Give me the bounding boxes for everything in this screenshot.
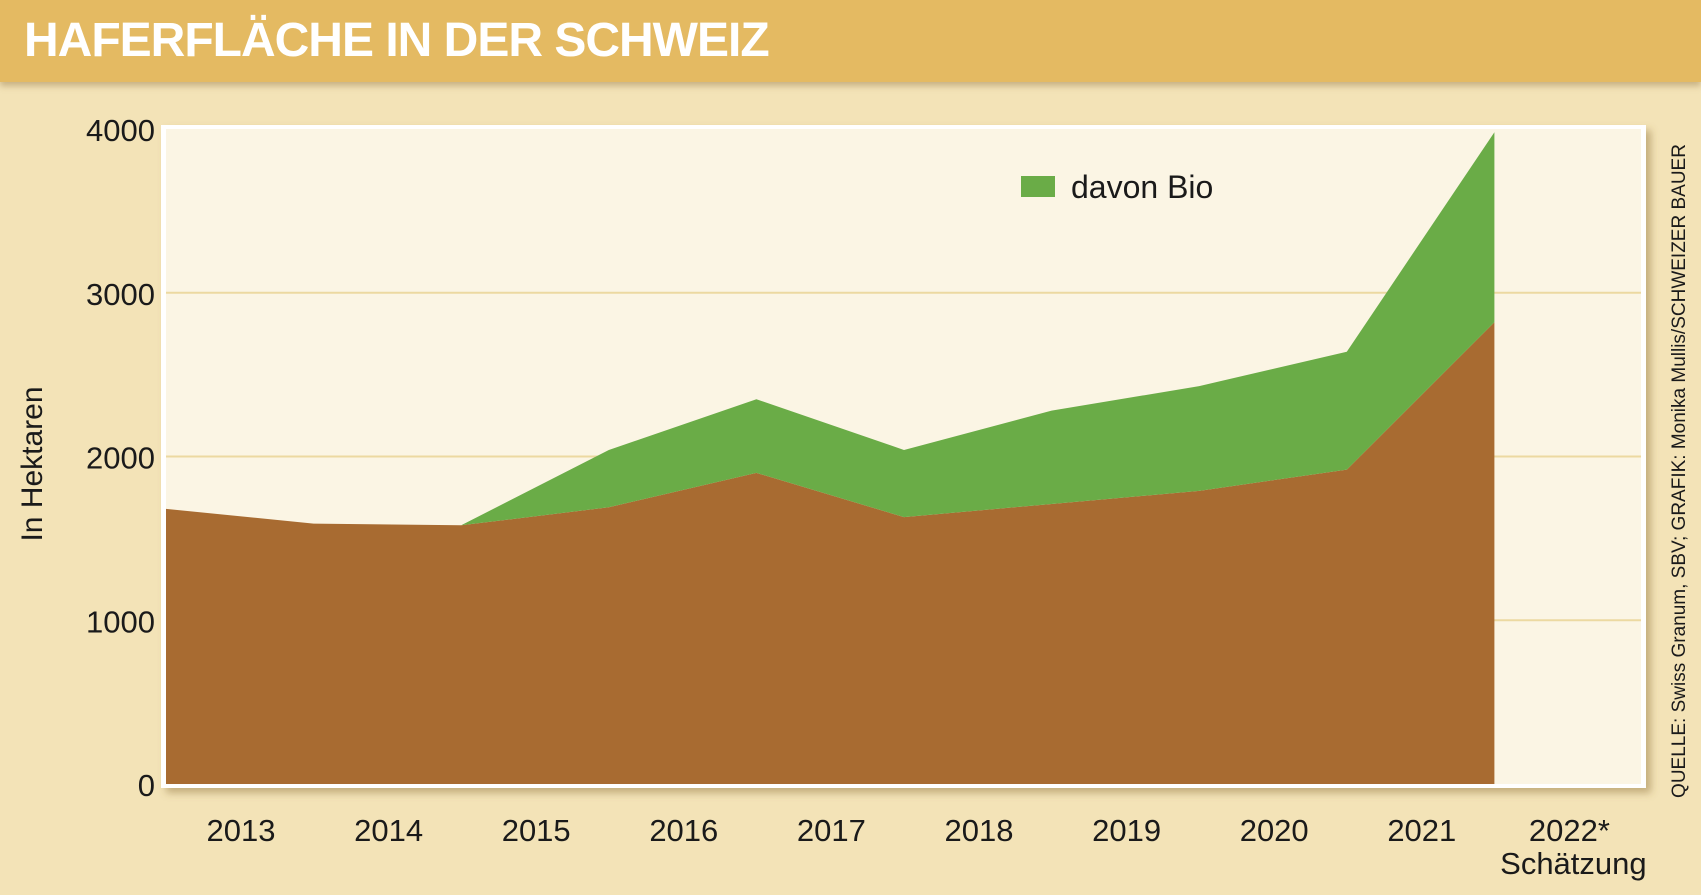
y-tick-label: 4000	[86, 113, 155, 148]
y-axis-title: In Hektaren	[16, 386, 49, 541]
legend-label-bio: davon Bio	[1071, 169, 1213, 205]
x-tick-label: 2019	[1092, 813, 1161, 848]
x-tick-label: 2018	[945, 813, 1014, 848]
x-tick-label: 2020	[1240, 813, 1309, 848]
y-tick-label: 3000	[86, 277, 155, 312]
area-bio	[166, 132, 1495, 526]
x-tick-label: 2013	[207, 813, 276, 848]
y-tick-label: 1000	[86, 604, 155, 639]
x-tick-label: 2021	[1387, 813, 1456, 848]
area-total	[166, 322, 1495, 784]
areas	[166, 132, 1495, 784]
chart-title: HAFERFLÄCHE IN DER SCHWEIZ	[24, 14, 770, 67]
x-tick-label: 2015	[502, 813, 571, 848]
legend: davon Bio	[1021, 169, 1213, 205]
x-tick-label: 2014	[354, 813, 423, 848]
legend-swatch-bio	[1021, 176, 1055, 197]
x-tick-label: 2017	[797, 813, 866, 848]
source-credit: QUELLE: Swiss Granum, SBV; GRAFIK: Monik…	[1669, 144, 1690, 798]
y-tick-label: 2000	[86, 441, 155, 476]
x-tick-label: 2022*	[1529, 813, 1610, 848]
axes: 0 1000 2000 3000 4000 2013 2014 2015 2016 2017 201…	[86, 113, 1647, 881]
x-tick-label: 2016	[649, 813, 718, 848]
y-tick-label: 0	[138, 768, 155, 803]
x-tick-note: Schätzung	[1500, 846, 1647, 881]
title-bar: HAFERFLÄCHE IN DER SCHWEIZ	[0, 0, 1701, 82]
